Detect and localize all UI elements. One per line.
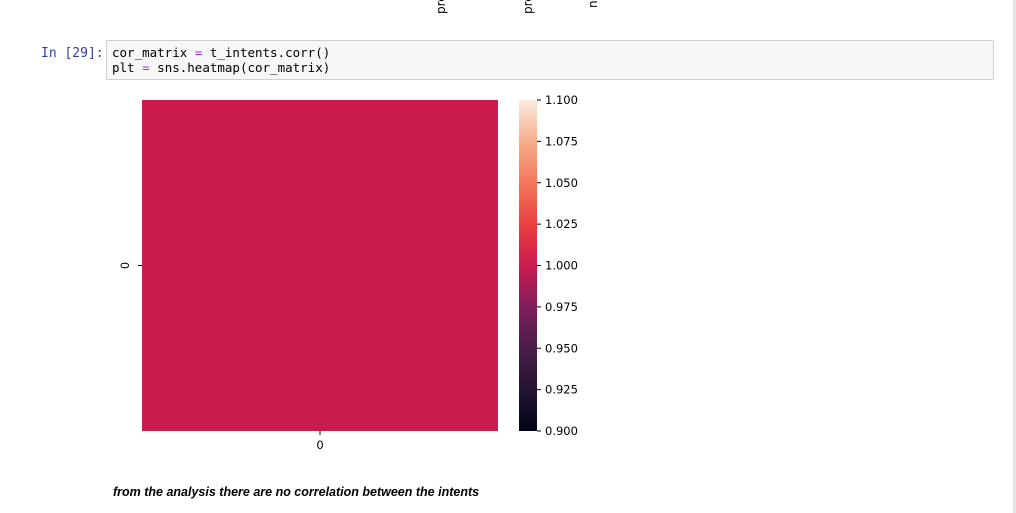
code-token: cor_matrix <box>112 45 195 60</box>
colorbar-tick-label: 1.025 <box>545 217 578 231</box>
colorbar-tick-label: 0.900 <box>545 424 578 438</box>
x-tick-label: 0 <box>316 438 323 452</box>
code-token: plt <box>112 60 143 75</box>
scrollbar-track[interactable] <box>1013 0 1016 513</box>
markdown-cell-text: from the analysis there are no correlati… <box>113 485 480 499</box>
colorbar-tick-label: 1.000 <box>545 259 578 273</box>
colorbar-tick-label: 0.975 <box>545 300 578 314</box>
cell-prompt: In [29]: <box>41 46 104 61</box>
colorbar <box>519 100 537 431</box>
colorbar-tick-label: 0.950 <box>545 341 578 355</box>
colorbar-tick-label: 1.100 <box>545 93 578 107</box>
colorbar-tick-label: 1.075 <box>545 134 578 148</box>
code-token: t_intents.corr() <box>202 45 331 60</box>
colorbar-tick-label: 1.050 <box>545 176 578 190</box>
code-operator: = <box>194 45 203 60</box>
code-line: plt = sns.heatmap(cor_matrix) <box>112 60 330 75</box>
code-operator: = <box>142 60 150 75</box>
colorbar-tick-label: 0.925 <box>545 383 578 397</box>
code-line: cor_matrix = t_intents.corr() <box>112 45 330 60</box>
y-tick-label: 0 <box>118 262 132 269</box>
heatmap-cell <box>142 100 498 431</box>
code-token: sns.heatmap(cor_matrix) <box>149 60 331 75</box>
code-cell-input[interactable]: cor_matrix = t_intents.corr() plt = sns.… <box>106 40 994 80</box>
